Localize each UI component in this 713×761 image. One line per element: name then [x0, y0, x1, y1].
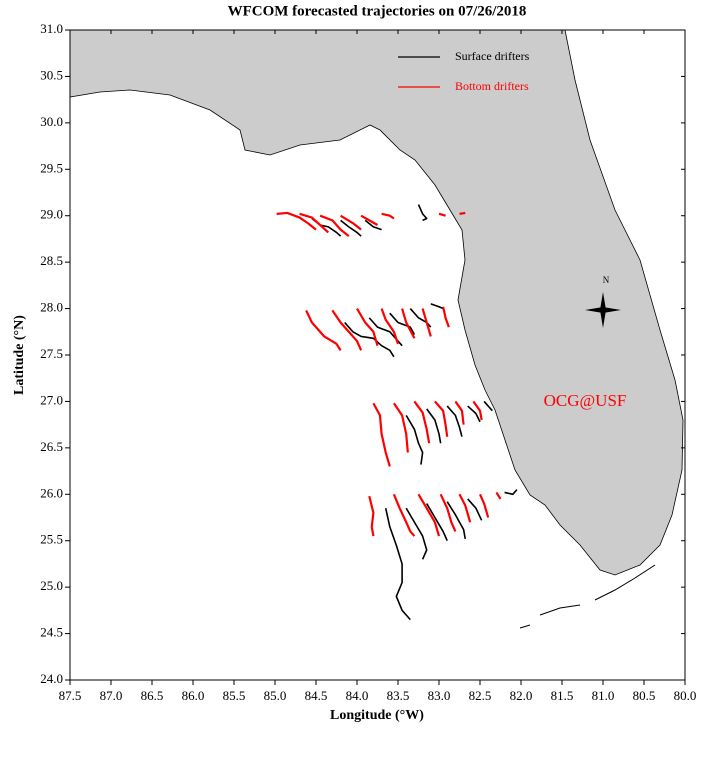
y-tick-label: 25.5: [40, 532, 63, 547]
compass-label: N: [603, 275, 610, 285]
trajectory: [459, 211, 466, 215]
y-tick-label: 24.0: [40, 671, 63, 686]
trajectory: [413, 400, 431, 444]
x-tick-label: 84.5: [305, 688, 328, 703]
trajectory: [483, 400, 493, 412]
trajectory: [344, 321, 395, 358]
y-tick-label: 29.5: [40, 160, 63, 175]
trajectory: [442, 306, 450, 328]
y-tick-label: 29.0: [40, 207, 63, 222]
florida-keys: [519, 564, 656, 629]
x-tick-label: 80.5: [633, 688, 656, 703]
trajectory: [417, 204, 428, 222]
trajectory: [439, 493, 457, 532]
x-tick-label: 86.5: [141, 688, 164, 703]
trajectory: [340, 219, 362, 237]
x-tick-label: 83.0: [428, 688, 451, 703]
land: [69, 29, 684, 576]
trajectory: [472, 400, 483, 421]
trajectory: [434, 400, 449, 437]
trajectory: [438, 212, 446, 217]
trajectory: [319, 214, 350, 238]
trajectory: [417, 493, 441, 537]
y-axis-label: Latitude (°N): [12, 315, 27, 395]
trajectory: [401, 308, 416, 339]
trajectory: [504, 489, 518, 496]
trajectory: [409, 308, 432, 328]
y-tick-label: 31.0: [40, 21, 63, 36]
y-tick-label: 27.5: [40, 346, 63, 361]
trajectory: [458, 493, 472, 523]
y-tick-label: 25.0: [40, 578, 63, 593]
trajectory: [467, 405, 481, 423]
trajectory: [381, 212, 395, 220]
trajectory: [372, 402, 391, 467]
trajectory: [368, 495, 375, 537]
x-tick-label: 80.0: [674, 688, 697, 703]
trajectory: [446, 501, 467, 539]
x-tick-label: 85.5: [223, 688, 246, 703]
x-tick-label: 87.0: [100, 688, 123, 703]
trajectory: [467, 498, 483, 521]
trajectory: [356, 308, 379, 347]
trajectory: [389, 312, 416, 335]
trajectory: [495, 491, 502, 500]
trajectory: [426, 408, 442, 444]
trajectory: [380, 308, 400, 345]
x-axis-label: Longitude (°W): [330, 708, 424, 723]
trajectory: [360, 214, 379, 226]
trajectory: [454, 400, 465, 425]
chart-title: WFCOM forecasted trajectories on 07/26/2…: [228, 3, 527, 19]
y-tick-label: 24.5: [40, 625, 63, 640]
trajectory: [392, 493, 416, 537]
trajectory: [446, 405, 463, 437]
trajectory: [430, 303, 444, 310]
trajectory: [305, 309, 342, 351]
x-tick-label: 85.0: [264, 688, 287, 703]
x-tick-label: 81.5: [551, 688, 574, 703]
x-tick-label: 84.0: [346, 688, 369, 703]
trajectory: [421, 308, 432, 337]
y-tick-label: 26.5: [40, 439, 63, 454]
trajectory: [405, 507, 428, 560]
y-tick-label: 30.0: [40, 114, 63, 129]
trajectory: [426, 503, 448, 542]
trajectory: [392, 402, 409, 453]
compass: [585, 292, 621, 328]
y-tick-label: 26.0: [40, 485, 63, 500]
y-tick-label: 28.5: [40, 253, 63, 268]
trajectory: [405, 414, 424, 465]
trajectory: [331, 309, 363, 351]
trajectory: [478, 493, 490, 518]
legend-label: Surface drifters: [455, 49, 530, 63]
trajectory: [299, 212, 330, 234]
x-tick-label: 82.0: [510, 688, 533, 703]
x-tick-label: 87.5: [59, 688, 82, 703]
trajectory: [276, 211, 317, 231]
trajectory: [368, 317, 403, 347]
y-tick-label: 28.0: [40, 300, 63, 315]
x-tick-label: 86.0: [182, 688, 205, 703]
legend-label: Bottom drifters: [455, 79, 529, 93]
x-tick-label: 81.0: [592, 688, 615, 703]
x-tick-label: 83.5: [387, 688, 410, 703]
x-tick-label: 82.5: [469, 688, 492, 703]
y-tick-label: 27.0: [40, 392, 63, 407]
trajectory: [364, 219, 382, 231]
annotation: OCG@USF: [544, 391, 627, 410]
trajectory: [384, 508, 411, 621]
y-tick-label: 30.5: [40, 67, 63, 82]
trajectory: [340, 214, 362, 231]
